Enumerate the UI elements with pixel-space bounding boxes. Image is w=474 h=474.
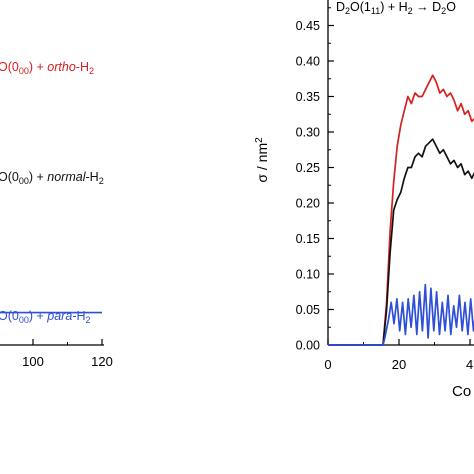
- left-series-line-para: [0, 311, 102, 314]
- right-y-tick-label-0.05: 0.05: [296, 303, 320, 317]
- right-y-tick-label-0.25: 0.25: [296, 161, 320, 175]
- legend-normal: O(000) + normal-H2: [0, 170, 104, 186]
- right-y-tick-label-0.45: 0.45: [296, 19, 320, 33]
- right-y-tick-label-0.20: 0.20: [296, 197, 320, 211]
- right-x-ticks: 0 20 4: [324, 339, 473, 372]
- right-y-tick-label-0.00: 0.00: [296, 339, 320, 353]
- right-y-tick-label-0.30: 0.30: [296, 126, 320, 140]
- left-x-ticks: 100 120: [22, 339, 113, 369]
- left-x-tick-label-100: 100: [22, 354, 44, 369]
- left-panel: 100 120 O(000) + ortho-H2 O(000) + normal…: [0, 60, 113, 369]
- left-x-tick-label-120: 120: [91, 354, 113, 369]
- right-y-tick-label-0.35: 0.35: [296, 90, 320, 104]
- right-x-tick-label-4: 4: [466, 357, 473, 372]
- right-series-lines: [328, 74, 474, 346]
- right-x-tick-label-0: 0: [324, 357, 331, 372]
- right-series-line-ortho: [328, 74, 474, 346]
- right-panel: 0.00 0.05 0.10 0.15 0.20 0.25 0.30 0.35 0.40 0.45…: [254, 0, 474, 400]
- right-y-tick-label-0.10: 0.10: [296, 268, 320, 282]
- right-y-tick-label-0.40: 0.40: [296, 55, 320, 69]
- legend-ortho: O(000) + ortho-H2: [0, 60, 94, 76]
- right-series-line-para: [328, 283, 474, 346]
- right-y-ticks: 0.00 0.05 0.10 0.15 0.20 0.25 0.30 0.35 0.40 0.45: [296, 7, 334, 353]
- right-y-tick-label-0.15: 0.15: [296, 232, 320, 246]
- left-series-lines: [0, 311, 102, 314]
- right-y-axis-label: σ / nm2: [254, 137, 270, 183]
- right-series-line-normal: [328, 138, 474, 346]
- right-x-axis-label: Co: [452, 383, 471, 400]
- legend-para: O(000) + para-H2: [0, 309, 91, 325]
- right-x-tick-label-20: 20: [392, 357, 406, 372]
- right-chart-title: D2O(111) + H2 → D2O: [336, 0, 456, 16]
